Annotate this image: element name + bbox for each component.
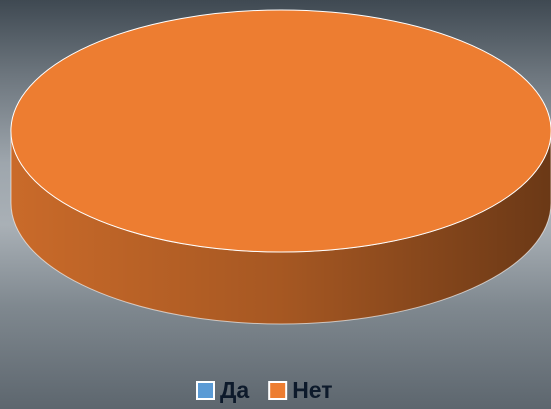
legend: Да Нет bbox=[196, 377, 333, 403]
slice bbox=[10, 9, 551, 253]
legend-label: Да bbox=[220, 377, 249, 403]
legend-label: Нет bbox=[292, 377, 332, 403]
pie bbox=[10, 9, 551, 325]
legend-swatch bbox=[268, 381, 288, 400]
legend-swatch bbox=[196, 381, 215, 400]
